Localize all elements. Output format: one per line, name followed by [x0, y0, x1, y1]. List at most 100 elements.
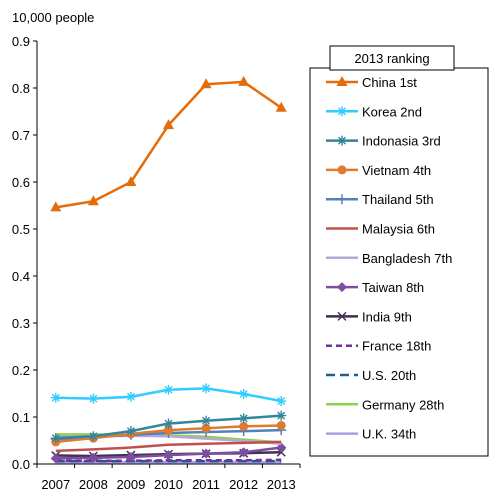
series-line — [55, 80, 282, 209]
data-point-marker — [201, 423, 211, 433]
data-point-marker — [50, 433, 61, 444]
legend-label: Bangladesh 7th — [362, 251, 452, 266]
legend-item: France 18th — [326, 339, 431, 354]
axes — [36, 41, 300, 465]
y-axis-unit-label: 10,000 people — [12, 10, 94, 25]
legend-marker — [337, 106, 347, 117]
series-1 — [50, 383, 287, 407]
data-point-marker — [125, 391, 136, 402]
legend-item: China 1st — [326, 75, 417, 90]
data-point-marker — [50, 201, 62, 212]
y-tick-label: 0.0 — [12, 457, 30, 472]
legend-item: U.K. 34th — [326, 427, 416, 442]
series-0 — [50, 75, 287, 212]
legend-label: China 1st — [362, 75, 417, 90]
legend-label: France 18th — [362, 339, 431, 354]
series-line — [55, 440, 282, 453]
data-point-marker — [275, 101, 287, 112]
legend-label: Germany 28th — [362, 397, 444, 412]
legend-marker — [337, 165, 347, 175]
data-point-marker — [88, 452, 99, 463]
legend-marker — [337, 282, 347, 293]
data-point-marker — [276, 410, 287, 421]
x-tick-label: 2010 — [154, 477, 183, 492]
legend-item: Bangladesh 7th — [326, 251, 452, 266]
data-point-marker — [276, 442, 287, 453]
series-line — [55, 458, 282, 462]
data-point-marker — [50, 453, 61, 464]
legend-item: Germany 28th — [326, 397, 444, 412]
data-point-marker — [200, 78, 212, 89]
legend-item: Taiwan 8th — [326, 280, 424, 295]
x-axis-ticks: 2007 2008 2009 2010 2011 2012 2013 — [36, 464, 301, 492]
data-point-marker — [88, 431, 99, 442]
legend-item: Vietnam 4th — [326, 163, 431, 178]
data-point-marker — [88, 393, 99, 404]
data-point-marker — [164, 425, 173, 435]
series-9 — [55, 458, 282, 462]
y-tick-label: 0.7 — [12, 128, 30, 143]
x-tick-label: 2012 — [229, 477, 258, 492]
y-tick-label: 0.4 — [12, 269, 30, 284]
data-point-marker — [125, 451, 136, 462]
data-point-marker — [238, 75, 250, 86]
y-tick-label: 0.1 — [12, 410, 30, 425]
data-point-marker — [163, 119, 174, 130]
data-point-marker — [201, 383, 212, 394]
data-point-marker — [87, 195, 99, 206]
x-tick-label: 2007 — [41, 477, 70, 492]
y-tick-label: 0.8 — [12, 81, 30, 96]
series-7 — [50, 442, 287, 464]
data-point-marker — [239, 421, 249, 431]
y-tick-label: 0.5 — [12, 222, 30, 237]
data-point-marker — [238, 388, 249, 399]
legend-marker — [337, 194, 347, 205]
legend-label: Korea 2nd — [362, 104, 422, 119]
legend-item: U.S. 20th — [326, 368, 416, 383]
data-point-marker — [125, 176, 137, 186]
legend-marker — [337, 311, 347, 321]
legend: 2013 ranking China 1st Korea 2nd Indonasia… — [309, 45, 489, 457]
legend-item: India 9th — [326, 309, 412, 324]
data-point-marker — [238, 447, 249, 458]
series-2 — [50, 410, 287, 444]
data-point-marker — [163, 418, 174, 429]
legend-label: India 9th — [362, 309, 412, 324]
x-tick-label: 2013 — [267, 477, 296, 492]
series-layer — [50, 75, 287, 464]
data-point-marker — [201, 448, 212, 459]
legend-item: Thailand 5th — [326, 192, 434, 207]
x-tick-label: 2008 — [79, 477, 108, 492]
data-point-marker — [125, 426, 136, 437]
legend-label: Taiwan 8th — [362, 280, 424, 295]
legend-item: Malaysia 6th — [326, 222, 435, 237]
legend-marker — [336, 76, 348, 86]
data-point-marker — [163, 384, 174, 395]
x-tick-label: 2009 — [116, 477, 145, 492]
y-tick-label: 0.9 — [12, 34, 30, 49]
legend-title: 2013 ranking — [354, 51, 429, 66]
legend-items: China 1st Korea 2nd Indonasia 3rd Vietnam 4… — [326, 75, 452, 442]
data-point-marker — [276, 420, 286, 430]
data-point-marker — [50, 392, 61, 403]
data-point-marker — [276, 396, 287, 407]
y-tick-label: 0.6 — [12, 175, 30, 190]
legend-marker — [337, 135, 347, 146]
data-point-marker — [163, 450, 174, 461]
legend-label: Malaysia 6th — [362, 222, 435, 237]
legend-item: Indonasia 3rd — [326, 134, 441, 149]
legend-item: Korea 2nd — [326, 104, 422, 119]
legend-label: Indonasia 3rd — [362, 134, 441, 149]
legend-title-box — [329, 45, 455, 71]
y-axis-ticks: 0.0 0.1 0.2 0.3 0.4 0.5 0.6 0.7 0.8 0.9 — [12, 34, 37, 472]
y-tick-label: 0.2 — [12, 363, 30, 378]
data-point-marker — [201, 415, 212, 426]
series-5 — [55, 440, 282, 453]
legend-label: Vietnam 4th — [362, 163, 431, 178]
data-point-marker — [238, 413, 249, 424]
legend-label: U.S. 20th — [362, 368, 416, 383]
x-tick-label: 2011 — [192, 477, 220, 492]
y-tick-label: 0.3 — [12, 316, 30, 331]
legend-label: Thailand 5th — [362, 192, 434, 207]
